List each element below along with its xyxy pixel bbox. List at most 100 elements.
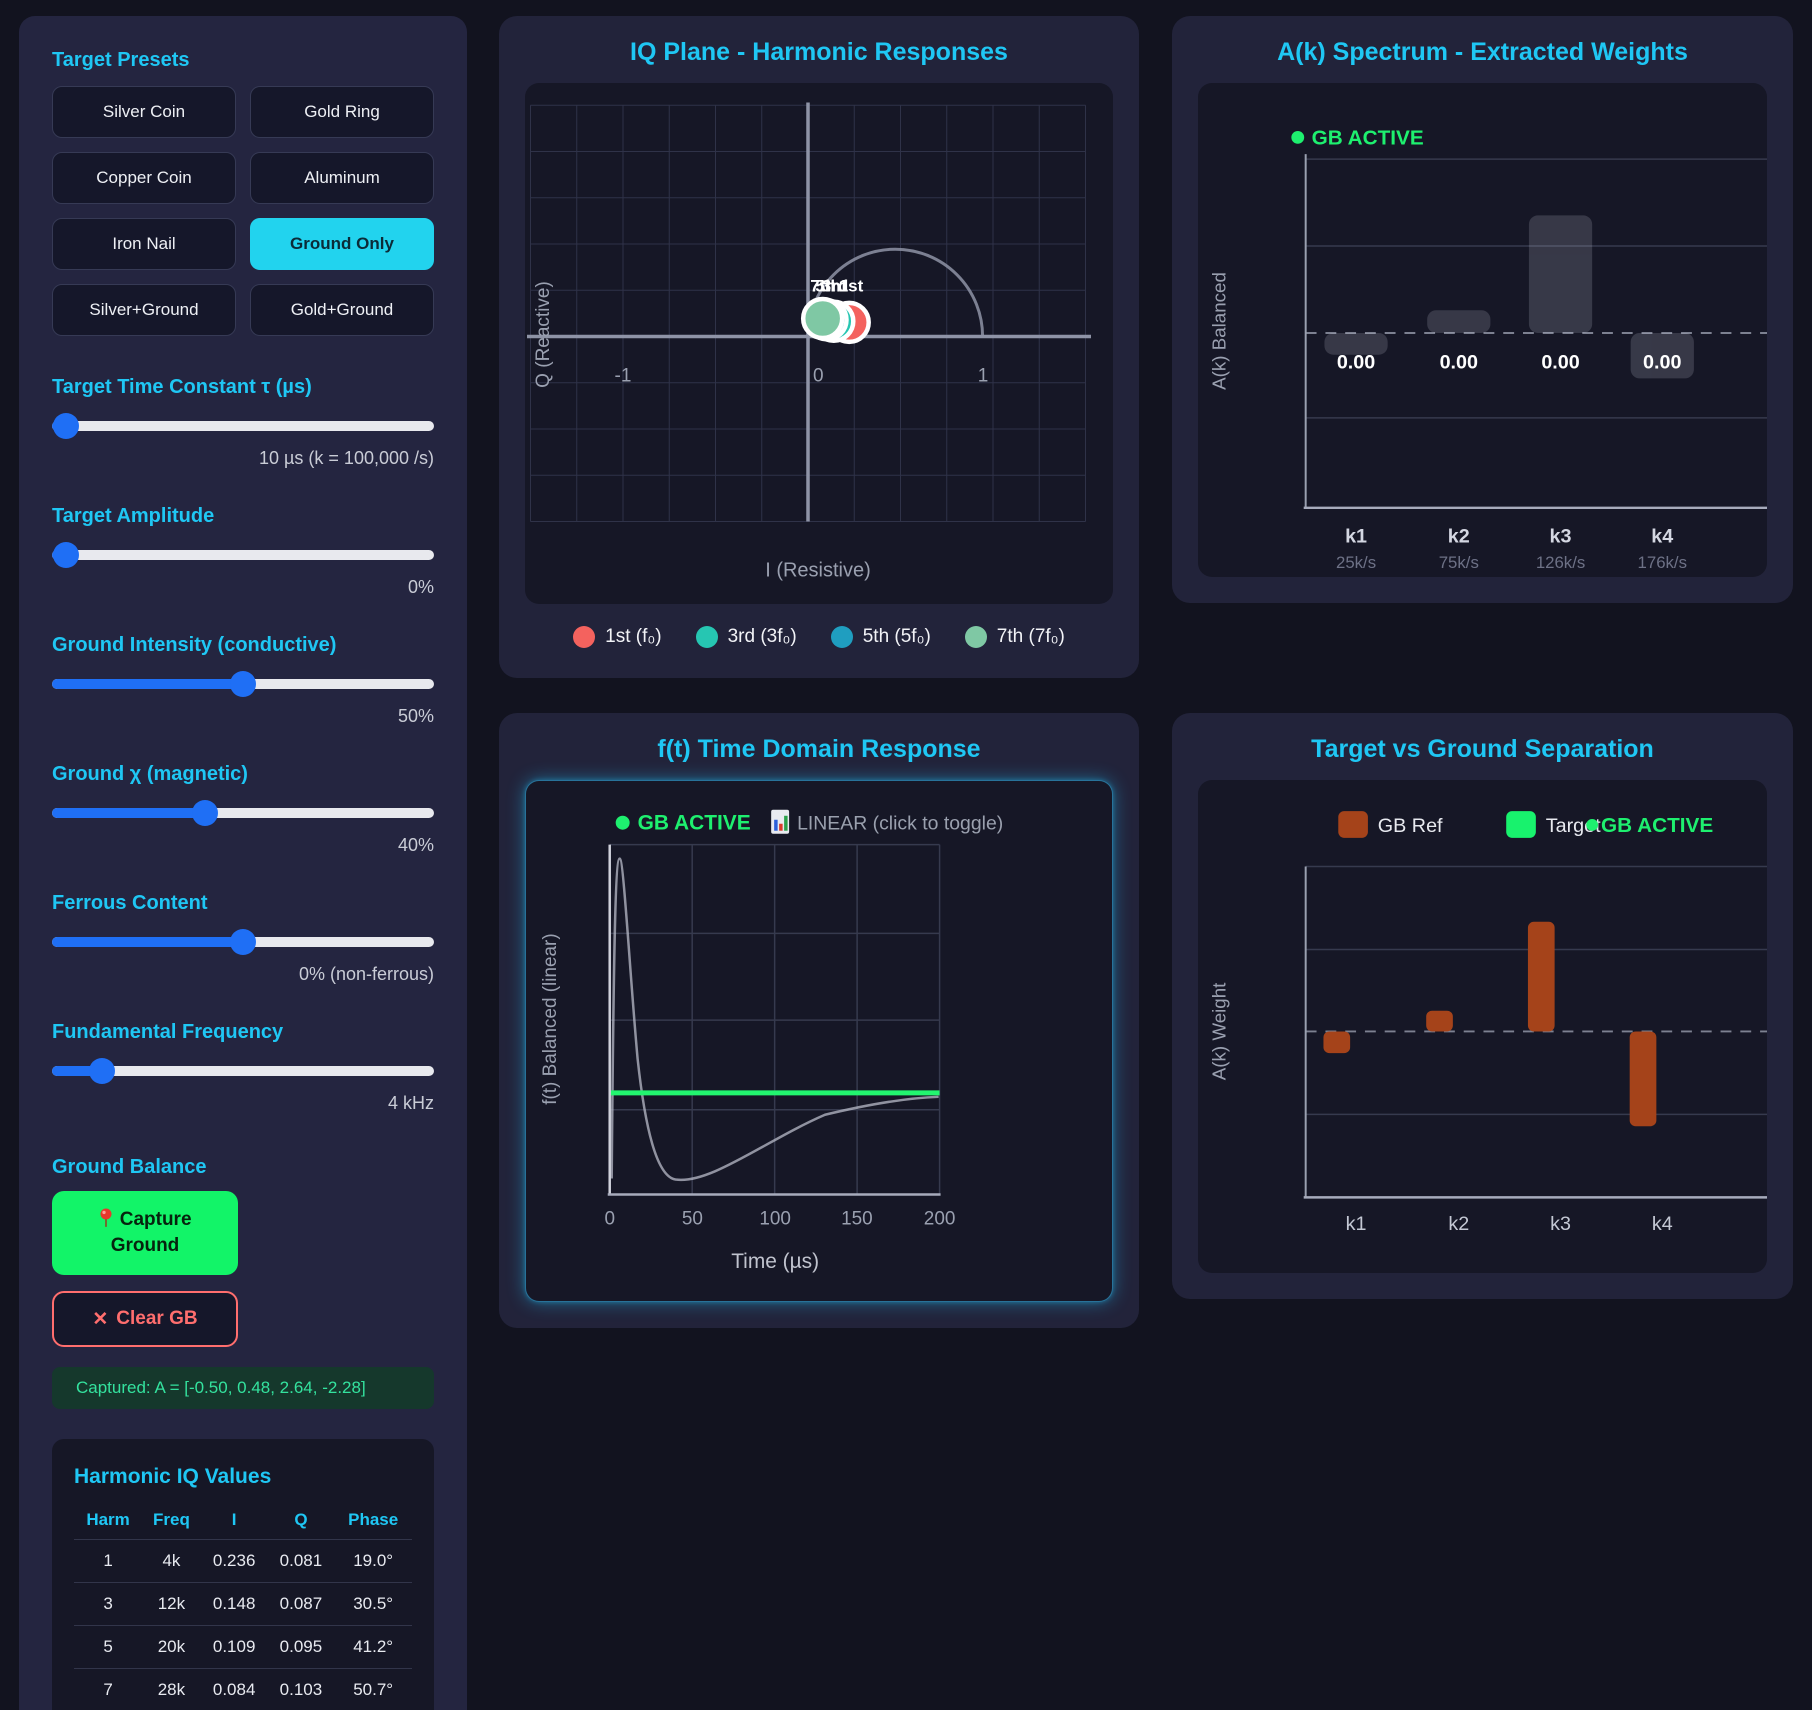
preset-gold-ground[interactable]: Gold+Ground [250,284,434,336]
slider-group-tau: Target Time Constant τ (µs) 10 µs (k = 1… [52,376,434,469]
gbref-bar-k1 [1323,1031,1351,1054]
separation-title: Target vs Ground Separation [1311,735,1654,763]
slider-group-ground-chi: Ground χ (magnetic) 40% [52,763,434,856]
svg-text:1: 1 [978,366,989,387]
ground-chi-slider[interactable] [52,800,434,826]
slider-thumb[interactable] [88,1058,115,1084]
spectrum-ylabel: A(k) Balanced [1209,272,1230,390]
separation-gb-status: GB ACTIVE [1601,814,1713,837]
svg-text:k1: k1 [1345,525,1367,547]
frequency-value: 4 kHz [387,1093,434,1113]
svg-text:k2: k2 [1448,1213,1469,1235]
clear-gb-button[interactable]: ✕ Clear GB [52,1291,238,1347]
rate-labels: 25k/s 75k/s 126k/s 176k/s [1336,553,1687,572]
spectrum-gb-status: GB ACTIVE [1312,126,1424,149]
ghost-bar-k2 [1427,310,1491,333]
preset-iron-nail[interactable]: Iron Nail [52,218,236,270]
scale-toggle[interactable]: LINEAR (click to toggle) [797,813,1003,835]
point-7th [800,296,845,341]
captured-text: Captured: A = [-0.50, 0.48, 2.64, -2.28] [76,1378,366,1397]
ground-intensity-label: Ground Intensity (conductive) [52,634,337,656]
iq-plane-svg: -1 0 1 1st 3rd 5th 7th Q (Reactive) I (R… [527,102,1091,582]
category-labels: k1 k2 k3 k4 [1345,525,1673,547]
time-domain-chart[interactable]: GB ACTIVE LINEAR (click to toggle) [525,780,1113,1302]
gbref-bar-k4 [1629,1031,1657,1127]
preset-silver-ground[interactable]: Silver+Ground [52,284,236,336]
slider-thumb[interactable] [53,413,80,439]
gbref-bar-k3 [1527,921,1555,1032]
svg-text:k1: k1 [1346,1213,1367,1235]
svg-text:k4: k4 [1651,525,1673,547]
harmonic-iq-card: Harmonic IQ Values Harm Freq I Q Phase 1… [52,1439,434,1710]
gbref-bar-k2 [1426,1010,1453,1032]
table-row: 1 4k 0.236 0.081 19.0° [74,1539,412,1583]
svg-text:k3: k3 [1550,525,1572,547]
spectrum-chart[interactable]: GB ACTIVE 0.00 0.00 0.00 0.00 [1198,83,1767,577]
preset-ground-only[interactable]: Ground Only [250,218,434,270]
legend-swatch-gbref [1338,811,1368,838]
frequency-slider[interactable] [52,1058,434,1084]
clear-gb-label: Clear GB [116,1308,198,1329]
svg-text:3rd: 3rd [822,277,848,296]
slider-group-ferrous: Ferrous Content 0% (non-ferrous) [52,892,434,985]
table-header-row: Harm Freq I Q Phase [74,1501,412,1540]
ground-intensity-value: 50% [397,706,434,726]
preset-aluminum[interactable]: Aluminum [250,152,434,204]
svg-text:1st: 1st [839,277,864,296]
ghost-bars [1324,215,1694,379]
separation-chart[interactable]: GB Ref Target GB ACTIVE k1 k2 k [1198,780,1767,1273]
bar-chart-icon[interactable] [771,809,790,834]
gbref-bars [1323,921,1657,1127]
preset-gold-ring[interactable]: Gold Ring [250,86,434,138]
svg-text:50: 50 [682,1208,703,1229]
ghost-bar-k4 [1630,332,1694,379]
ghost-bar-k3 [1528,215,1593,333]
svg-text:5th: 5th [815,277,841,296]
preset-copper-coin[interactable]: Copper Coin [52,152,236,204]
slider-thumb[interactable] [230,671,256,697]
preset-silver-coin[interactable]: Silver Coin [52,86,236,138]
slider-thumb[interactable] [191,800,218,826]
col-freq: Freq [153,1510,190,1529]
amplitude-slider[interactable] [52,542,434,568]
ferrous-slider[interactable] [52,929,434,955]
slider-track [52,808,434,818]
slider-thumb[interactable] [230,929,256,955]
separation-panel: Target vs Ground Separation GB Ref Targe… [1172,713,1793,1299]
slider-group-ground-intensity: Ground Intensity (conductive) 50% [52,634,434,727]
iq-plane-chart[interactable]: -1 0 1 1st 3rd 5th 7th Q (Reactive) I (R… [525,83,1113,604]
spectrum-panel: A(k) Spectrum - Extracted Weights GB ACT… [1172,16,1793,603]
time-domain-title: f(t) Time Domain Response [657,735,981,763]
separation-svg: GB Ref Target GB ACTIVE k1 k2 k [1209,811,1767,1235]
capture-ground-button[interactable]: Capture Ground [52,1191,238,1275]
legend-dot-3rd [695,626,718,648]
slider-thumb[interactable] [53,542,80,568]
ground-intensity-slider[interactable] [52,671,434,697]
svg-text:200: 200 [924,1208,956,1229]
clear-icon: ✕ [92,1308,109,1330]
time-ylabel: f(t) Balanced (linear) [540,933,561,1104]
tau-slider[interactable] [52,413,434,439]
time-xlabel: Time (µs) [731,1250,819,1273]
svg-text:126k/s: 126k/s [1536,553,1585,572]
harmonic-points [800,296,871,345]
legend-item-1st[interactable]: 1st (f₀) [573,626,662,648]
svg-text:0.00: 0.00 [1643,352,1681,374]
svg-text:-1: -1 [615,366,632,387]
harmonic-iq-title: Harmonic IQ Values [74,1465,272,1488]
svg-text:0.00: 0.00 [1541,352,1579,374]
spectrum-title: A(k) Spectrum - Extracted Weights [1277,38,1688,66]
svg-text:7th: 7th [810,277,836,296]
col-q: Q [294,1510,308,1529]
ferrous-label: Ferrous Content [52,892,208,914]
svg-text:150: 150 [841,1208,873,1229]
iq-legend: 1st (f₀) 3rd (3f₀) 5th (5f₀) 7th (7f₀) [525,622,1113,652]
frequency-label: Fundamental Frequency [52,1021,284,1043]
time-domain-panel: f(t) Time Domain Response GB ACTIVE LINE… [499,713,1139,1328]
slider-fill [52,937,243,947]
legend-item-5th[interactable]: 5th (5f₀) [830,626,931,648]
legend-item-3rd[interactable]: 3rd (3f₀) [695,626,797,648]
legend-item-7th[interactable]: 7th (7f₀) [964,626,1065,648]
ferrous-value: 0% (non-ferrous) [298,964,434,984]
slider-track [52,421,434,431]
